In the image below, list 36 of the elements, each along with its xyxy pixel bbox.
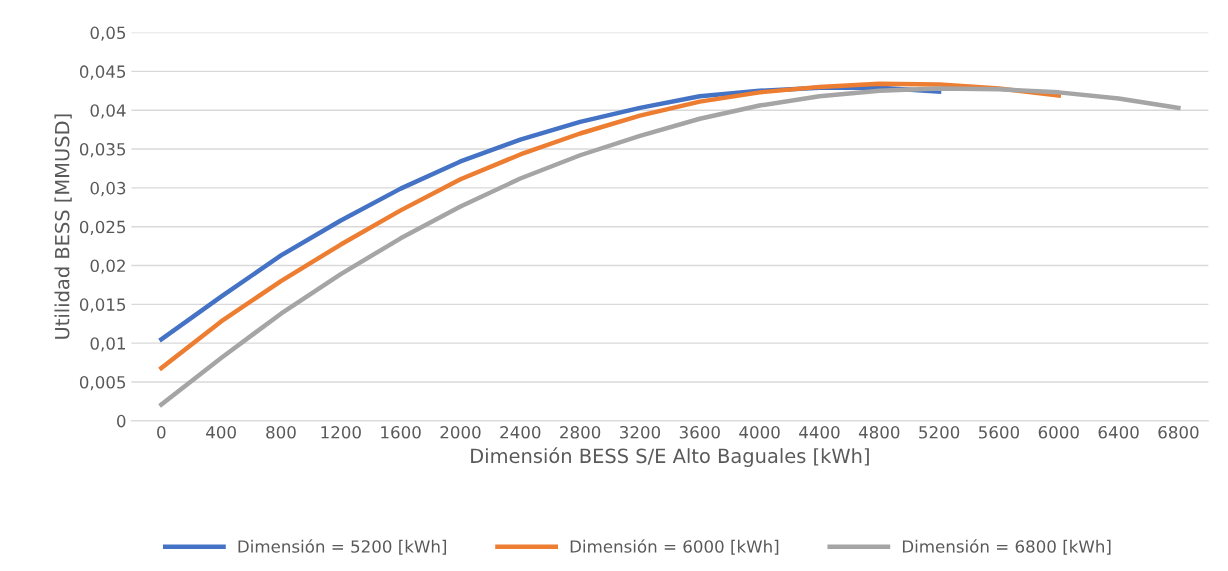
x-tick-label: 4800 bbox=[858, 425, 900, 439]
y-tick-label: 0,02 bbox=[90, 259, 125, 274]
y-tick-label: 0,005 bbox=[79, 375, 126, 391]
x-tick-label: 2000 bbox=[440, 425, 481, 439]
y-tick-label: 0 bbox=[117, 414, 126, 428]
x-tick-label: 4400 bbox=[799, 425, 840, 439]
y-tick-label: 0,04 bbox=[90, 104, 126, 119]
line-series bbox=[159, 86, 1181, 407]
y-tick-label: 0,01 bbox=[90, 337, 125, 352]
x-tick-label: 6400 bbox=[1098, 425, 1139, 439]
x-tick-label: 1600 bbox=[381, 425, 421, 439]
y-tick-label: 0,045 bbox=[79, 65, 126, 80]
x-tick-label: 2400 bbox=[500, 425, 541, 439]
legend-label: Dimensión = 5200 [kWh] bbox=[238, 539, 447, 555]
x-tick-label: 6000 bbox=[1038, 425, 1079, 439]
x-tick-label: 3200 bbox=[620, 425, 661, 439]
x-tick-label: 3600 bbox=[679, 425, 720, 439]
x-tick-label: 1200 bbox=[321, 425, 361, 439]
y-tick-label: 0,025 bbox=[79, 220, 126, 235]
y-tick-label: 0,015 bbox=[79, 298, 126, 313]
x-axis-title: Dimensión BESS S/E Alto Baguales [kWh] bbox=[471, 447, 869, 467]
line-series bbox=[159, 81, 1061, 371]
y-tick-label: 0,05 bbox=[90, 26, 126, 41]
y-tick-label: 0,035 bbox=[79, 142, 126, 158]
x-tick-label: 0 bbox=[157, 425, 166, 439]
x-tick-label: 4000 bbox=[739, 425, 780, 439]
x-tick-label: 400 bbox=[206, 425, 236, 439]
y-axis-title: Utilidad BESS [MMUSD] bbox=[54, 114, 72, 339]
legend-label: Dimensión = 6000 [kWh] bbox=[570, 539, 779, 555]
x-tick-label: 2800 bbox=[560, 425, 601, 439]
x-tick-label: 6800 bbox=[1158, 425, 1199, 439]
x-tick-label: 5600 bbox=[979, 425, 1020, 439]
y-tick-label: 0,03 bbox=[90, 181, 126, 197]
legend-label: Dimensión = 6800 [kWh] bbox=[902, 539, 1111, 555]
x-tick-label: 800 bbox=[266, 425, 296, 439]
x-tick-label: 5200 bbox=[919, 425, 960, 439]
